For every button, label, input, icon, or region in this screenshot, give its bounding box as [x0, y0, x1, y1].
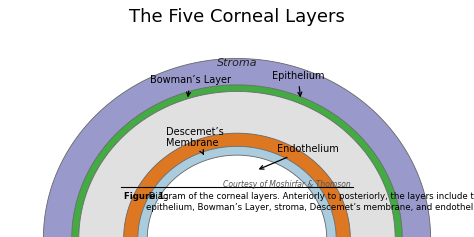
Text: Courtesy of Moshirfar & Thomson: Courtesy of Moshirfar & Thomson [223, 180, 350, 189]
Text: The Five Corneal Layers: The Five Corneal Layers [129, 8, 345, 26]
Text: Bowman’s Layer: Bowman’s Layer [150, 75, 231, 96]
Text: Endothelium: Endothelium [260, 144, 339, 169]
Text: Diagram of the corneal layers. Anteriorly to posteriorly, the layers include the: Diagram of the corneal layers. Anteriorl… [146, 192, 474, 212]
Wedge shape [72, 85, 402, 237]
Wedge shape [44, 59, 430, 237]
Text: Epithelium: Epithelium [272, 71, 324, 96]
Text: Stroma: Stroma [217, 58, 257, 68]
Wedge shape [138, 146, 336, 237]
Text: Figure 1:: Figure 1: [124, 192, 167, 201]
Wedge shape [79, 91, 395, 237]
Text: Descemet’s
Membrane: Descemet’s Membrane [166, 127, 224, 154]
Wedge shape [124, 133, 350, 237]
